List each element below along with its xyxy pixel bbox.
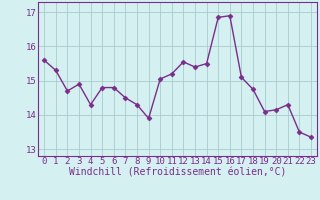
X-axis label: Windchill (Refroidissement éolien,°C): Windchill (Refroidissement éolien,°C) (69, 168, 286, 178)
